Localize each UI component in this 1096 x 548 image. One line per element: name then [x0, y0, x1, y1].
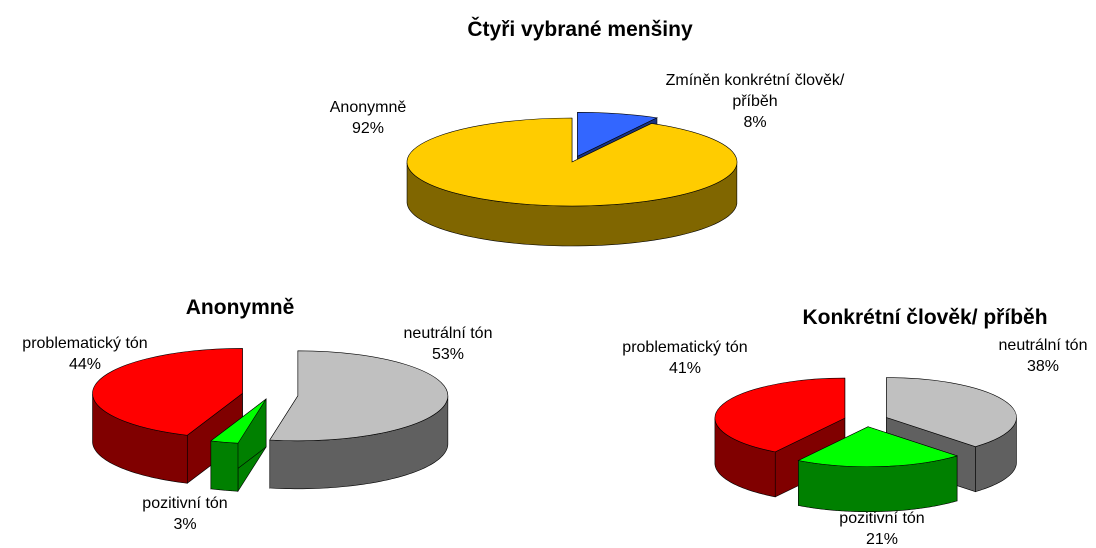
value-label: 21% [865, 531, 899, 548]
slice-label: pozitivní tón 3% [125, 493, 245, 535]
slice-top [886, 377, 1017, 447]
category-label: Zmíněn konkrétní člověk/ příběh [665, 72, 845, 110]
slice-label: Anonymně 92% [308, 97, 428, 139]
category-label: Anonymně [329, 99, 407, 116]
slice [210, 398, 267, 493]
category-label: neutrální tón [403, 325, 493, 342]
slice-wall [210, 440, 239, 492]
slice-top [577, 112, 658, 157]
value-label: 92% [351, 120, 385, 137]
slice-label: Zmíněn konkrétní člověk/ příběh 8% [645, 70, 865, 133]
value-label: 8% [743, 114, 767, 131]
slice-top [269, 350, 449, 442]
value-label: 44% [68, 356, 102, 373]
title-text: Anonymně [185, 296, 295, 319]
category-label: problematický tón [22, 335, 148, 352]
title-text: Čtyři vybrané menšiny [467, 18, 693, 41]
slice-label: problematický tón 41% [620, 337, 750, 379]
chart-title: Anonymně [186, 296, 295, 320]
slice-label: neutrální tón 38% [983, 335, 1096, 377]
slice-top [797, 426, 959, 468]
category-label: neutrální tón [998, 337, 1088, 354]
slice [269, 350, 449, 490]
slice-top [406, 117, 738, 207]
slice-label: neutrální tón 53% [388, 323, 508, 365]
slice-top [92, 348, 243, 436]
chart-title: Konkrétní člověk/ příběh [802, 306, 1047, 330]
value-label: 53% [431, 346, 465, 363]
value-label: 38% [1026, 358, 1060, 375]
chart-title: Čtyři vybrané menšiny [467, 18, 692, 42]
category-label: problematický tón [622, 339, 748, 356]
slice [406, 117, 738, 247]
title-text: Konkrétní člověk/ příběh [802, 306, 1048, 329]
slice-top [714, 377, 846, 453]
value-label: 3% [173, 516, 197, 533]
slice-label: pozitivní tón 21% [822, 508, 942, 548]
slice [797, 426, 959, 513]
category-label: pozitivní tón [142, 495, 228, 512]
category-label: pozitivní tón [839, 510, 925, 527]
slice-label: problematický tón 44% [0, 333, 170, 375]
value-label: 41% [668, 360, 702, 377]
slice-top [210, 398, 267, 444]
